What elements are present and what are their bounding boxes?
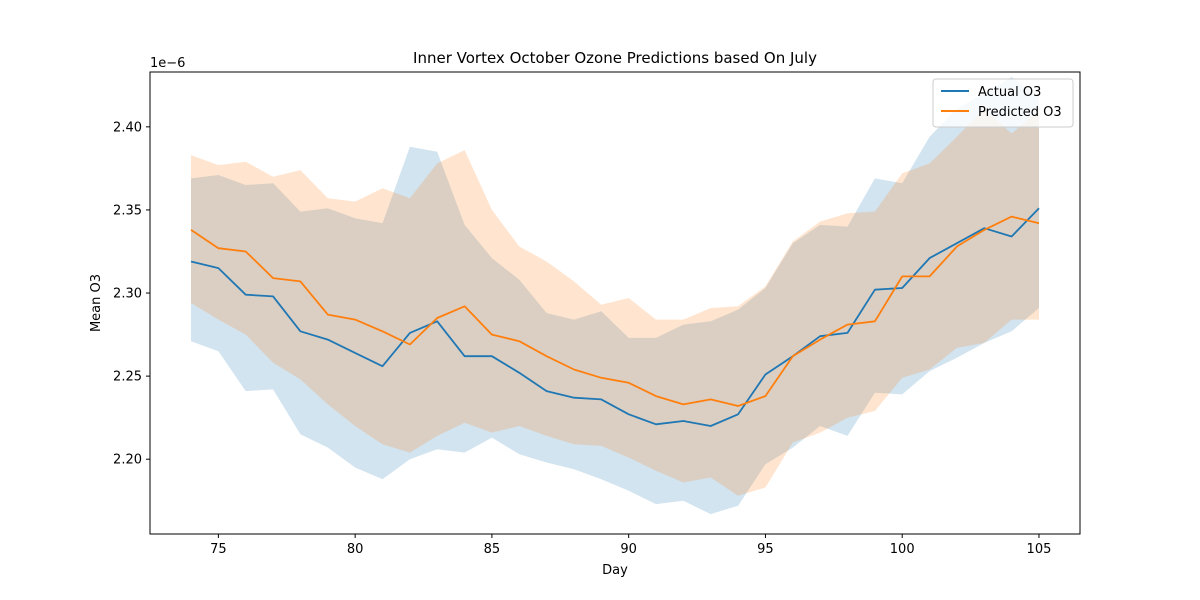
confidence-band-predicted-o3 <box>191 108 1039 496</box>
series-line-predicted-o3 <box>190 215 1040 407</box>
y-axis: 2.20 2.25 2.30 2.35 2.40 <box>113 120 150 468</box>
chart-title: Inner Vortex October Ozone Predictions b… <box>413 49 817 67</box>
y-tick-label: 2.25 <box>113 370 142 385</box>
y-axis-label: Mean O3 <box>89 274 104 332</box>
x-tick-label: 75 <box>210 542 227 557</box>
x-tick-label: 85 <box>484 542 501 557</box>
plot-frame <box>149 71 1081 535</box>
legend: Actual O3 Predicted O3 <box>932 78 1074 128</box>
y-tick-label: 2.40 <box>113 120 142 135</box>
x-axis: 75 80 85 90 95 100 105 <box>210 534 1051 557</box>
confidence-band-actual-o3 <box>191 77 1039 515</box>
y-axis-offset-text: 1e−6 <box>150 56 185 71</box>
x-tick-label: 95 <box>757 542 774 557</box>
confidence-bands <box>191 77 1039 515</box>
x-tick-label: 80 <box>347 542 364 557</box>
y-tick-label: 2.30 <box>113 287 142 302</box>
y-tick-label: 2.35 <box>113 203 142 218</box>
legend-label-actual: Actual O3 <box>978 85 1041 100</box>
series-lines <box>190 207 1040 427</box>
x-tick-label: 105 <box>1027 542 1052 557</box>
series-line-actual-o3 <box>190 207 1040 427</box>
x-tick-label: 90 <box>620 542 637 557</box>
legend-label-predicted: Predicted O3 <box>978 105 1062 120</box>
y-tick-label: 2.20 <box>113 453 142 468</box>
x-tick-label: 100 <box>890 542 915 557</box>
x-axis-label: Day <box>602 563 628 578</box>
